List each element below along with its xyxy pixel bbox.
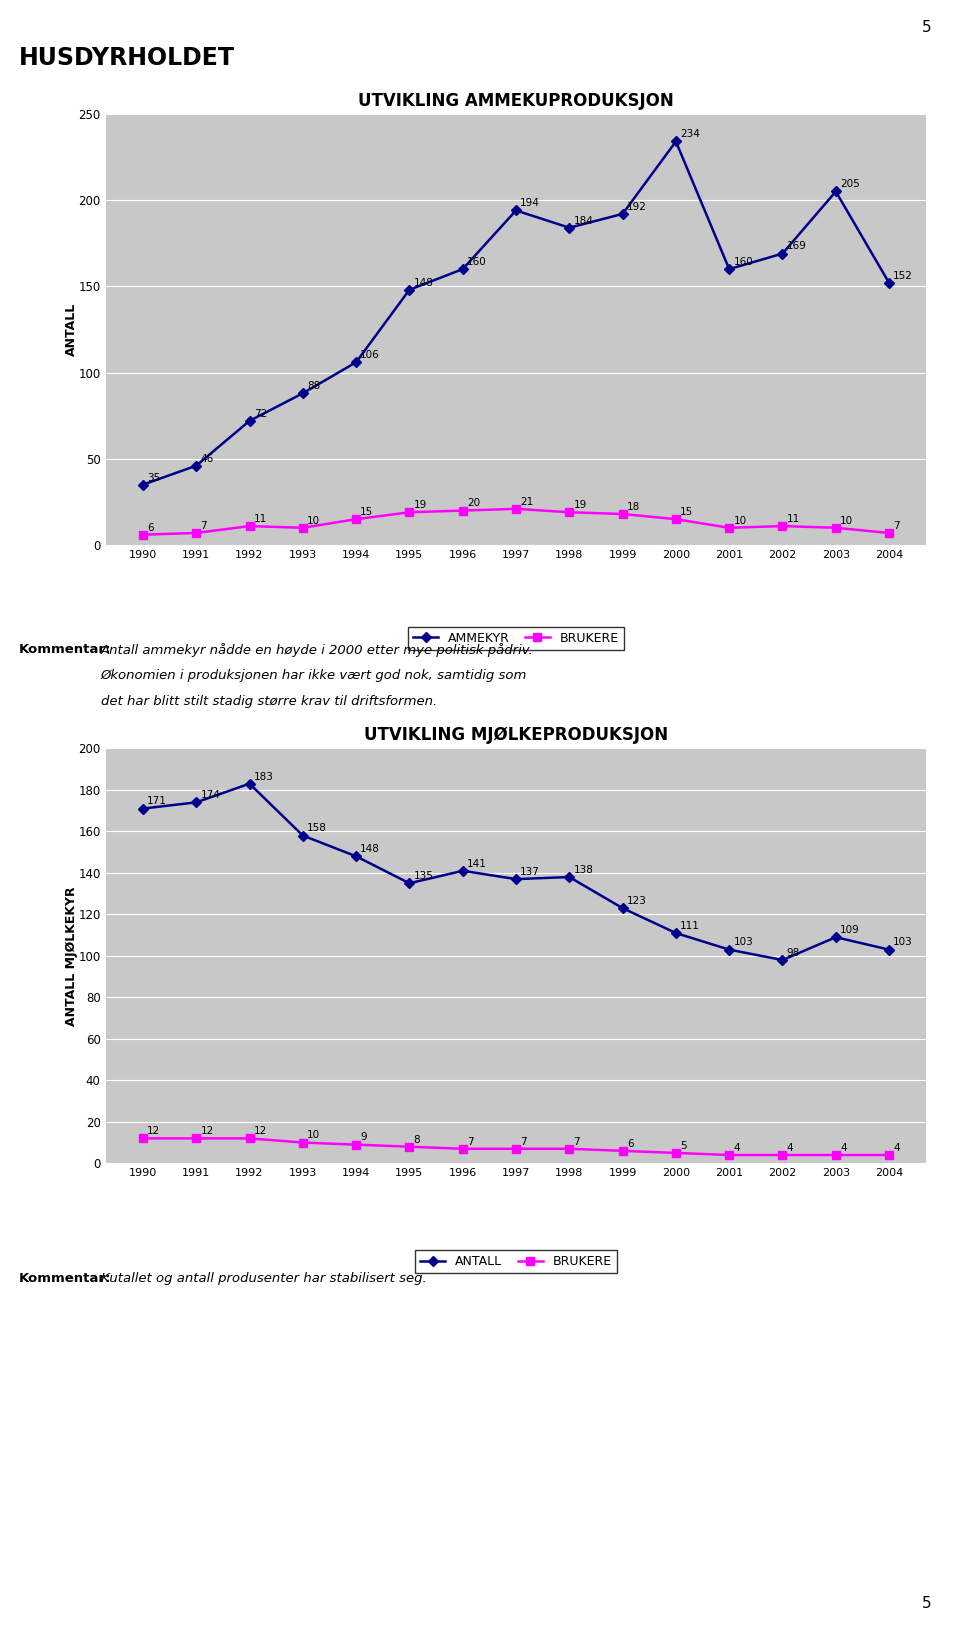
- Title: UTVIKLING AMMEKUPRODUKSJON: UTVIKLING AMMEKUPRODUKSJON: [358, 91, 674, 109]
- Text: 169: 169: [786, 241, 806, 252]
- Title: UTVIKLING MJØLKEPRODUKSJON: UTVIKLING MJØLKEPRODUKSJON: [364, 726, 668, 744]
- Text: Kommentar:: Kommentar:: [19, 1272, 111, 1285]
- Text: 103: 103: [733, 937, 753, 947]
- Y-axis label: ANTALL: ANTALL: [65, 303, 78, 356]
- Text: 35: 35: [147, 472, 160, 483]
- Text: 6: 6: [147, 522, 154, 532]
- Text: 4: 4: [733, 1142, 740, 1154]
- Text: 4: 4: [893, 1142, 900, 1154]
- Text: 10: 10: [307, 1131, 320, 1141]
- Text: 174: 174: [201, 791, 220, 800]
- Text: 192: 192: [627, 202, 647, 212]
- Text: 141: 141: [467, 859, 487, 869]
- Text: 4: 4: [840, 1142, 847, 1154]
- Text: 184: 184: [573, 215, 593, 226]
- Text: 205: 205: [840, 179, 860, 189]
- Text: 7: 7: [573, 1137, 580, 1147]
- Text: 160: 160: [467, 257, 487, 267]
- Text: HUSDYRHOLDET: HUSDYRHOLDET: [19, 46, 235, 70]
- Text: 148: 148: [414, 278, 434, 288]
- Text: Økonomien i produksjonen har ikke vært god nok, samtidig som: Økonomien i produksjonen har ikke vært g…: [101, 669, 527, 682]
- Text: 158: 158: [307, 823, 326, 833]
- Text: 160: 160: [733, 257, 753, 267]
- Text: 15: 15: [680, 508, 693, 517]
- Text: 148: 148: [360, 844, 380, 854]
- Legend: ANTALL, BRUKERE: ANTALL, BRUKERE: [416, 1251, 616, 1274]
- Text: 103: 103: [893, 937, 913, 947]
- Y-axis label: ANTALL MJØLKEKYR: ANTALL MJØLKEKYR: [65, 887, 78, 1025]
- Text: 12: 12: [253, 1126, 267, 1136]
- Text: 72: 72: [253, 408, 267, 418]
- Text: 171: 171: [147, 796, 167, 807]
- Text: 10: 10: [307, 516, 320, 526]
- Text: 20: 20: [467, 498, 480, 508]
- Text: 21: 21: [520, 496, 534, 506]
- Text: 123: 123: [627, 896, 647, 906]
- Text: 7: 7: [520, 1137, 527, 1147]
- Text: 138: 138: [573, 866, 593, 875]
- Text: 19: 19: [573, 499, 587, 511]
- Text: 7: 7: [201, 521, 207, 530]
- Text: 106: 106: [360, 350, 380, 360]
- Text: 5: 5: [922, 1596, 931, 1611]
- Text: 194: 194: [520, 198, 540, 208]
- Text: Antall ammekyr nådde en høyde i 2000 etter mye politisk pådriv.: Antall ammekyr nådde en høyde i 2000 ett…: [101, 643, 534, 657]
- Text: 15: 15: [360, 508, 373, 517]
- Text: 9: 9: [360, 1132, 367, 1142]
- Text: 6: 6: [627, 1139, 634, 1149]
- Text: 152: 152: [893, 270, 913, 281]
- Text: 234: 234: [680, 129, 700, 140]
- Text: 12: 12: [201, 1126, 214, 1136]
- Text: 98: 98: [786, 949, 800, 958]
- Text: Kommentar:: Kommentar:: [19, 643, 111, 656]
- Text: 10: 10: [733, 516, 747, 526]
- Text: 10: 10: [840, 516, 853, 526]
- Text: 109: 109: [840, 926, 860, 936]
- Text: det har blitt stilt stadig større krav til driftsformen.: det har blitt stilt stadig større krav t…: [101, 695, 437, 708]
- Text: 46: 46: [201, 454, 214, 464]
- Text: 18: 18: [627, 501, 640, 513]
- Text: 111: 111: [680, 921, 700, 931]
- Text: 12: 12: [147, 1126, 160, 1136]
- Text: 7: 7: [893, 521, 900, 530]
- Text: 5: 5: [680, 1141, 686, 1150]
- Text: 137: 137: [520, 867, 540, 877]
- Text: 183: 183: [253, 771, 274, 781]
- Text: 5: 5: [922, 20, 931, 34]
- Text: 7: 7: [467, 1137, 473, 1147]
- Text: 4: 4: [786, 1142, 793, 1154]
- Legend: AMMEKYR, BRUKERE: AMMEKYR, BRUKERE: [408, 626, 624, 649]
- Text: 88: 88: [307, 381, 321, 390]
- Text: Kutallet og antall produsenter har stabilisert seg.: Kutallet og antall produsenter har stabi…: [101, 1272, 426, 1285]
- Text: 8: 8: [414, 1134, 420, 1144]
- Text: 11: 11: [786, 514, 800, 524]
- Text: 135: 135: [414, 870, 434, 882]
- Text: 11: 11: [253, 514, 267, 524]
- Text: 19: 19: [414, 499, 427, 511]
